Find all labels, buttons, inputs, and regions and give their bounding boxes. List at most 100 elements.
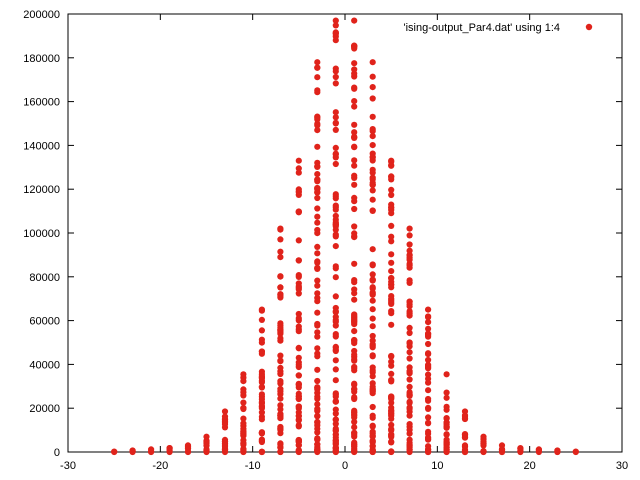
data-point [480,440,487,447]
data-point [369,133,376,140]
data-point [351,296,358,303]
data-point [277,441,284,448]
data-point [388,321,395,328]
legend: 'ising-output_Par4.dat' using 1:4 [404,22,593,34]
data-point [406,383,413,390]
data-point [351,448,358,455]
data-point [277,226,284,233]
data-point [351,418,358,426]
data-point [388,191,395,199]
data-point [221,408,229,415]
data-point [314,243,321,250]
data-point [425,379,432,386]
data-point [351,337,358,344]
data-point [425,313,432,320]
data-point [314,345,321,352]
data-point [258,336,265,343]
data-point [332,333,339,340]
data-point [443,439,450,446]
data-point [369,207,376,214]
data-point [406,421,413,428]
data-point [388,408,395,415]
data-point [369,73,376,80]
y-tick-label: 0 [54,447,60,459]
data-point [129,448,136,455]
data-point [258,373,265,380]
data-point [351,429,358,436]
data-point [332,109,339,116]
data-point [480,448,487,455]
data-point [406,355,413,362]
data-point [314,350,321,357]
data-point [351,174,358,181]
data-point [388,358,395,365]
data-point [332,293,339,300]
data-point [295,273,302,280]
data-point [332,416,339,423]
data-point [240,405,247,412]
data-point [332,437,339,444]
data-point [443,389,450,396]
data-point [369,447,376,454]
data-point [406,232,413,239]
data-point [369,174,376,181]
data-point [314,333,321,340]
data-point [314,265,321,272]
data-point [406,349,413,356]
y-tick-label: 120000 [23,184,60,196]
data-point [406,426,413,434]
data-point [369,438,376,445]
data-point [461,434,469,441]
data-point [332,191,339,198]
data-point [332,154,339,161]
data-point [332,80,339,87]
data-point [314,226,321,234]
data-point [314,205,321,212]
data-point [277,254,284,261]
data-point [258,438,265,446]
data-point [443,415,450,422]
data-point [369,403,376,411]
data-point [314,89,321,96]
data-point [351,351,358,358]
data-point [277,248,284,255]
data-point [388,370,395,377]
data-point [314,395,321,402]
data-point [351,45,358,52]
data-point [406,252,413,259]
data-point [369,388,376,395]
data-point [388,173,395,181]
data-point [480,436,487,443]
data-point [406,405,413,412]
data-point [295,323,302,330]
data-point [314,122,321,129]
data-point [332,366,339,373]
data-point [332,448,339,455]
data-point [277,352,284,359]
data-point [351,414,358,421]
data-points [111,17,579,456]
data-point [295,169,302,176]
data-point [388,378,395,385]
data-point [406,339,413,346]
data-point [332,391,339,398]
data-point [295,422,302,429]
data-point [295,157,302,164]
data-point [406,279,413,286]
data-point [314,194,321,202]
data-point [314,290,321,297]
data-point [425,414,432,421]
data-point [443,448,450,455]
data-point [425,430,432,437]
data-point [314,309,321,316]
data-point [369,95,376,102]
x-tick-label: 10 [431,460,443,472]
data-point [332,410,339,417]
data-point [295,381,302,389]
data-point [406,247,413,254]
data-point [369,290,376,297]
x-tick-label: -30 [60,460,76,472]
data-point [351,133,358,140]
data-point [406,264,413,271]
data-point [425,340,432,348]
